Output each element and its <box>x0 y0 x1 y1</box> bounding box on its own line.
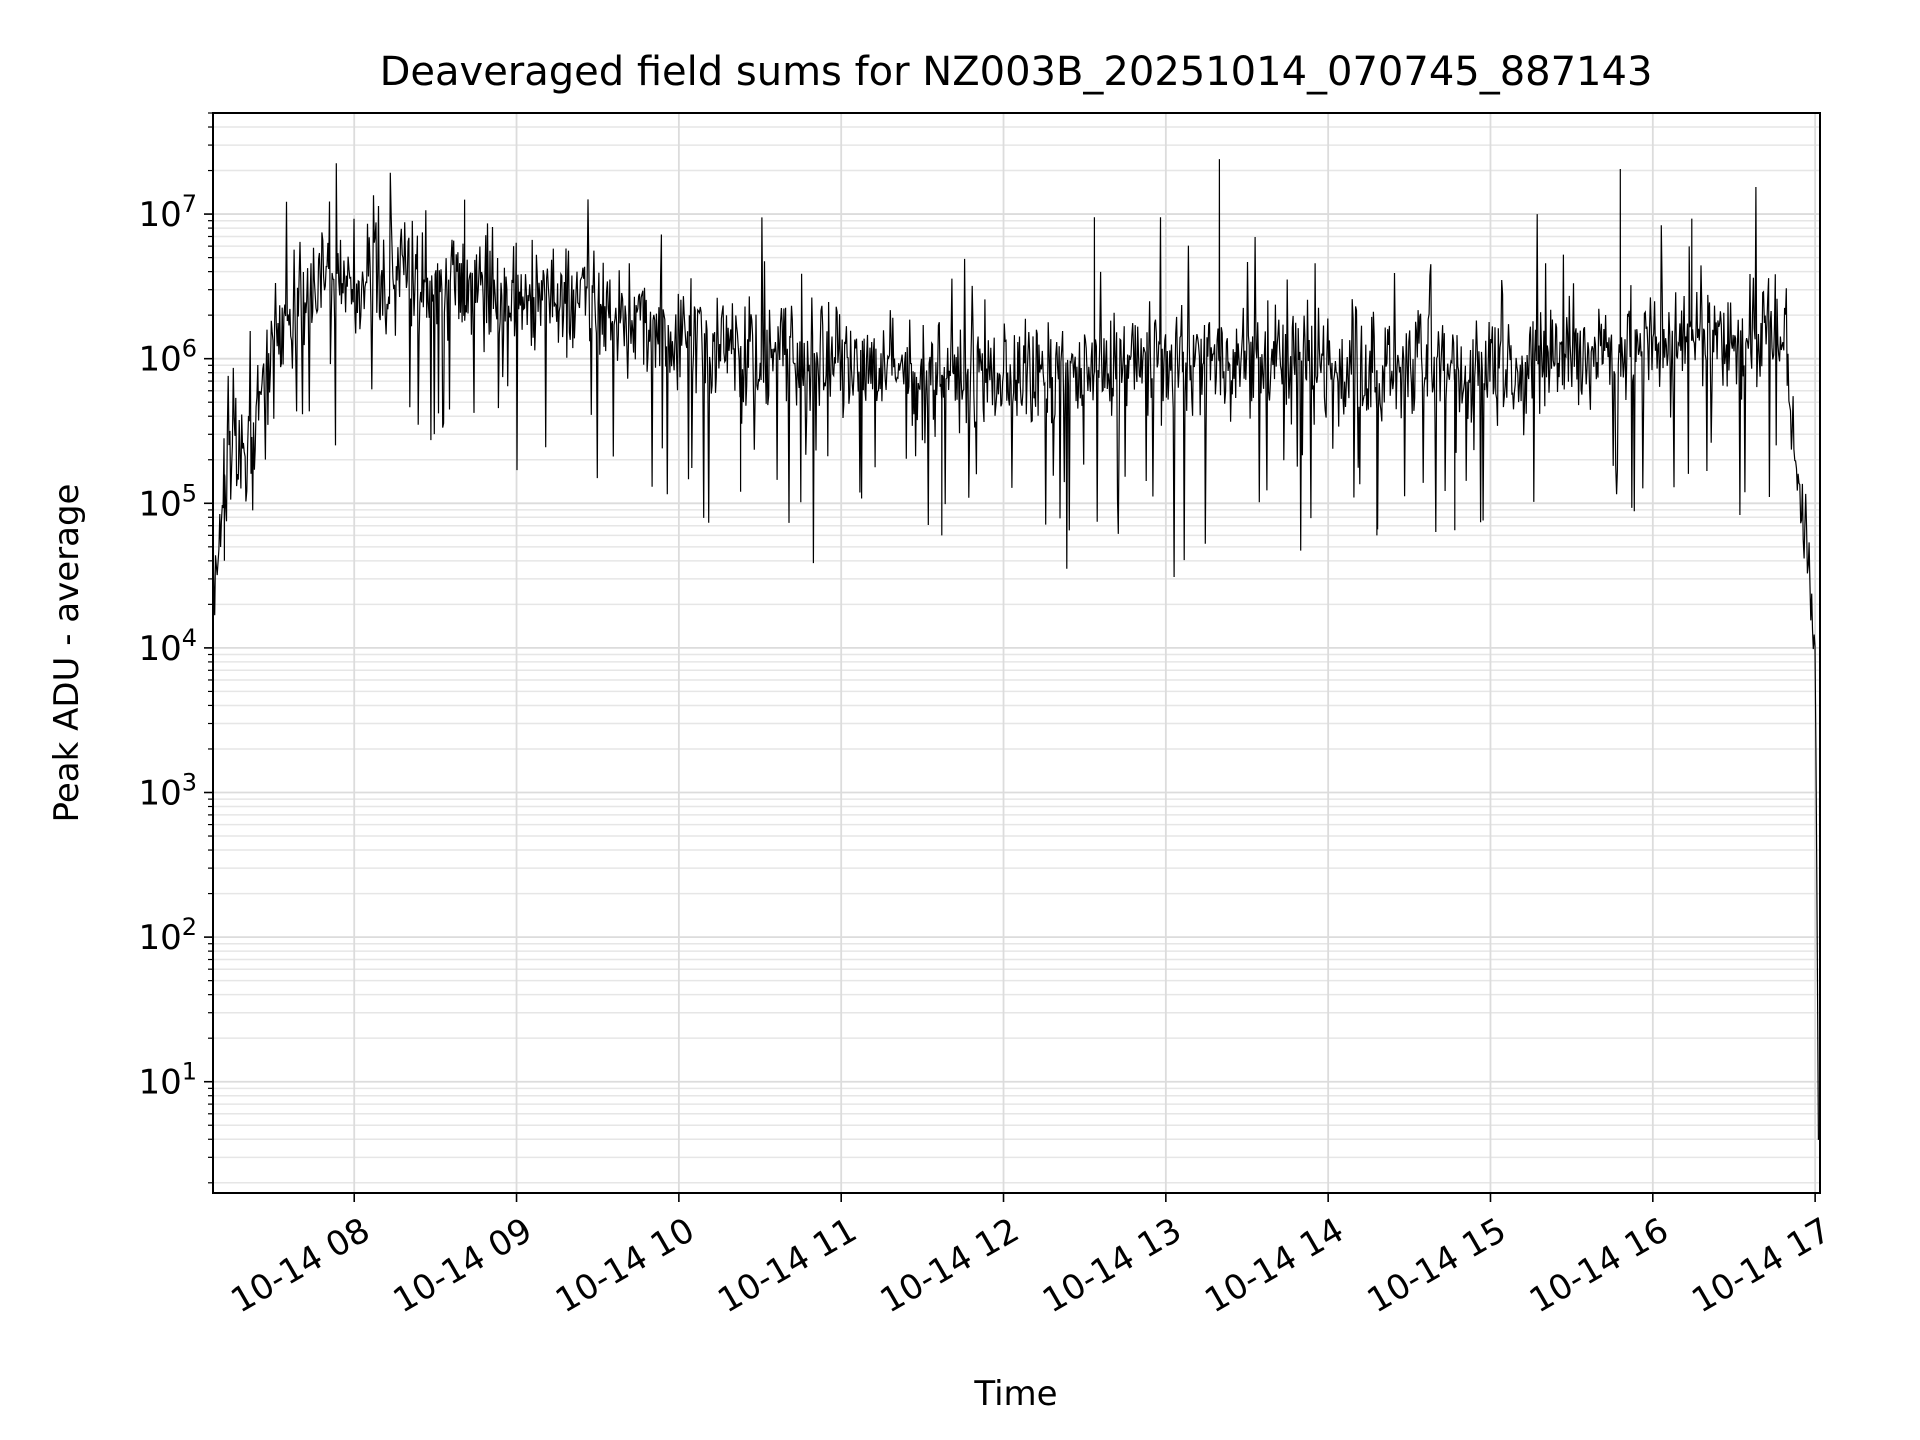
minor-grid <box>213 112 1820 1184</box>
y-tick-label: 102 <box>138 913 197 958</box>
y-tick-label: 105 <box>138 479 197 524</box>
y-tick-label: 106 <box>138 335 197 380</box>
y-tick-label: 104 <box>138 624 197 669</box>
chart-title: Deaveraged field sums for NZ003B_2025101… <box>380 49 1653 95</box>
y-axis-label: Peak ADU - average <box>47 484 87 823</box>
y-tick-label: 101 <box>138 1058 197 1103</box>
x-axis-label: Time <box>973 1374 1057 1414</box>
plot-frame <box>212 112 1821 1194</box>
y-tick-label: 103 <box>138 769 197 814</box>
series-line <box>212 159 1820 1140</box>
y-tick-label: 107 <box>138 190 197 235</box>
axis-ticks <box>204 112 1816 1202</box>
